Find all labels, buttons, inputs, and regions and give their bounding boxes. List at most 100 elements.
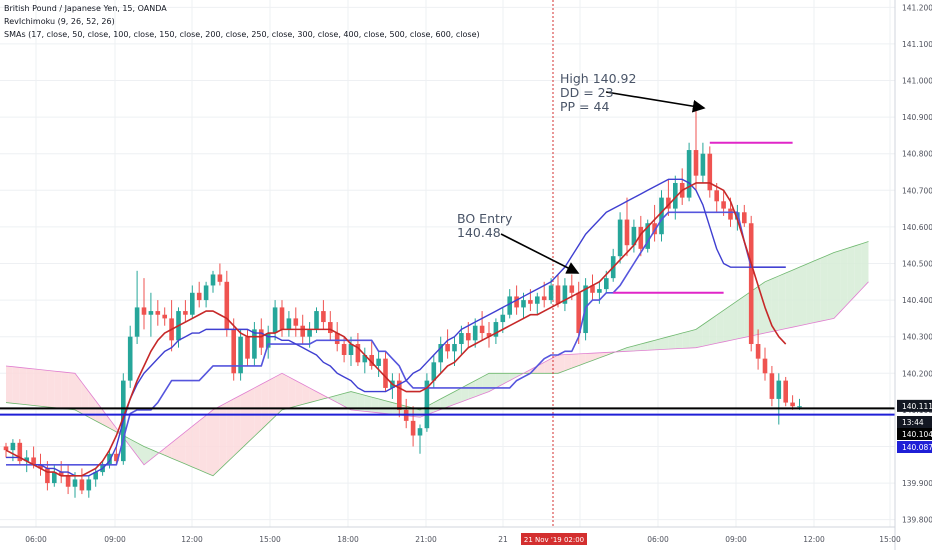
- candle-body: [562, 285, 568, 304]
- arrow-to-bo-entry: [500, 233, 580, 274]
- candle-body: [521, 300, 526, 308]
- cloud-band: [792, 267, 800, 328]
- price-tick-label: 139.800: [902, 516, 932, 525]
- candle-body: [307, 329, 312, 337]
- candle-body: [52, 472, 57, 484]
- cloud-band: [185, 426, 193, 467]
- cloud-band: [758, 281, 765, 335]
- candle-body: [645, 223, 650, 249]
- cloud-band: [482, 373, 489, 395]
- cloud-band: [288, 376, 296, 409]
- price-tick-label: 140.400: [902, 296, 932, 305]
- cloud-band: [171, 437, 179, 462]
- candle-body: [252, 329, 257, 359]
- cloud-band: [813, 258, 821, 323]
- cloud-band: [723, 305, 731, 342]
- candle-body: [148, 311, 154, 315]
- candle-body: [141, 307, 147, 315]
- cloud-band: [164, 442, 172, 459]
- candle-body: [631, 226, 637, 246]
- time-tick-label: 18:00: [337, 535, 359, 544]
- candle-body: [638, 226, 644, 249]
- cloud-band: [827, 252, 834, 320]
- cloud-band: [468, 380, 476, 400]
- cloud-band: [578, 353, 586, 366]
- candle-body: [597, 289, 602, 293]
- candle-body: [472, 325, 478, 341]
- candle-body: [438, 344, 443, 363]
- cloud-band: [840, 248, 848, 312]
- candle-body: [210, 274, 216, 286]
- candle-body: [693, 150, 699, 176]
- high-annotation-line-0: High 140.92: [560, 71, 636, 86]
- candle-body: [659, 197, 664, 235]
- cloud-band: [730, 300, 738, 341]
- cloud-band: [847, 245, 855, 304]
- candle-body: [507, 296, 512, 315]
- cloud-band: [240, 391, 248, 450]
- cloud-band: [54, 371, 62, 409]
- cloud-band: [702, 319, 710, 347]
- cloud-band: [351, 391, 358, 411]
- price-badge: 13:44: [897, 416, 932, 428]
- time-tick-label: 21:00: [415, 535, 437, 544]
- candle-body: [58, 472, 64, 476]
- time-tick-label: 12:00: [181, 535, 203, 544]
- cloud-band: [206, 409, 213, 476]
- candle-body: [72, 479, 78, 487]
- candle-body: [24, 457, 29, 462]
- candle-body: [190, 292, 195, 315]
- cloud-band: [371, 397, 379, 413]
- candle-body: [17, 442, 23, 462]
- candle-body: [114, 453, 119, 462]
- cloud-band: [558, 354, 565, 374]
- candle-body: [548, 285, 554, 301]
- cloud-band: [661, 336, 669, 350]
- cloud-band: [544, 358, 552, 374]
- price-badge-label: 140.111: [902, 402, 932, 411]
- cloud-band: [509, 373, 517, 381]
- candle-body: [107, 453, 112, 465]
- cloud-band: [668, 334, 676, 350]
- candle-body: [700, 153, 706, 176]
- cloud-band: [316, 391, 324, 401]
- candle-body: [321, 311, 326, 323]
- candle-body: [162, 314, 167, 319]
- ichimoku-indicator-label[interactable]: RevIchimoku (9, 26, 52, 26): [4, 17, 115, 26]
- price-badge: 140.104: [897, 428, 932, 440]
- price-badge-label: 140.087: [902, 443, 932, 452]
- cloud-band: [40, 369, 48, 407]
- cloud-band: [627, 345, 634, 352]
- candle-body: [383, 358, 388, 388]
- candle-body: [79, 479, 85, 491]
- candle-body: [127, 336, 133, 381]
- chart-symbol-title: British Pound / Japanese Yen, 15, OANDA: [4, 4, 167, 13]
- candle-body: [3, 446, 9, 451]
- senkou-span-a: [5, 241, 869, 477]
- cloud-band: [785, 270, 793, 329]
- cloud-band: [440, 395, 448, 410]
- candle-body: [217, 274, 223, 282]
- candle-body: [493, 322, 499, 337]
- candle-body: [535, 296, 540, 304]
- candle-body: [265, 333, 271, 348]
- cloud-band: [26, 368, 34, 406]
- candle-body: [783, 380, 788, 403]
- candle-body: [735, 212, 740, 220]
- candle-body: [279, 307, 285, 330]
- candle-body: [748, 223, 754, 345]
- candle-body: [790, 402, 795, 407]
- crosshair-time-badge: [521, 533, 587, 545]
- sma-indicator-label[interactable]: SMAs (17, close, 50, close, 100, close, …: [4, 30, 480, 39]
- candle-body: [155, 311, 161, 315]
- cloud-band: [357, 393, 365, 412]
- kijun-line: [6, 211, 786, 466]
- candle-body: [486, 333, 492, 337]
- candle-body: [569, 285, 575, 293]
- cloud-band: [799, 264, 807, 326]
- candle-body: [590, 285, 595, 293]
- candle-body: [134, 307, 140, 337]
- candle-body: [10, 442, 16, 451]
